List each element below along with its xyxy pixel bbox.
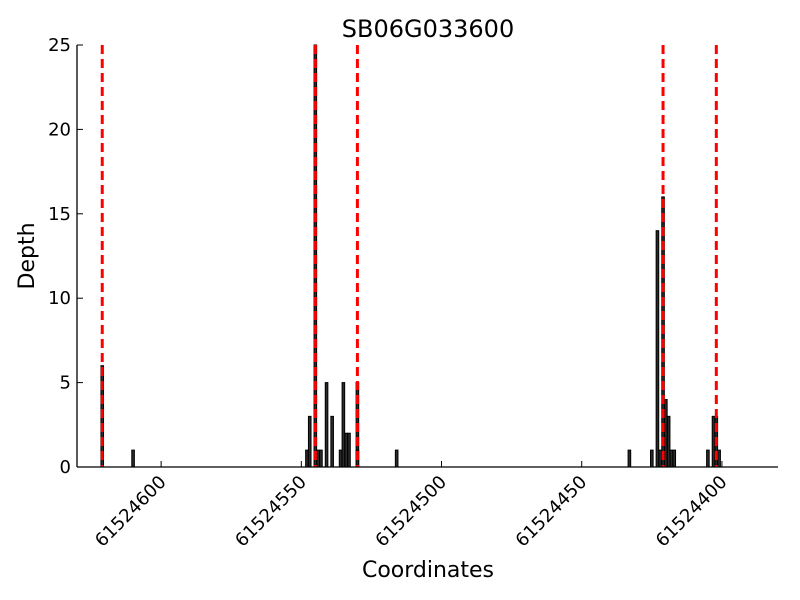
y-tick-label-2: 10 <box>48 288 71 309</box>
bar-18 <box>655 230 660 468</box>
bar-9 <box>338 449 343 468</box>
x-tick-label-0: 61524600 <box>91 472 171 552</box>
bar-15 <box>394 449 399 468</box>
bar-12 <box>347 432 351 468</box>
bar-4 <box>316 449 320 468</box>
plot-area: 0 5 10 15 20 25 61524600 61524550 61524500 615244… <box>48 35 778 552</box>
y-tick-label-4: 20 <box>48 119 71 140</box>
bar-19 <box>658 449 663 468</box>
x-tick-label-1: 61524550 <box>231 472 311 552</box>
y-tick-label-5: 25 <box>48 35 71 56</box>
x-tick-label-2: 61524500 <box>371 472 451 552</box>
bar-8 <box>330 415 334 468</box>
bar-1 <box>131 449 135 468</box>
bar-26 <box>711 415 716 468</box>
chart-title: SB06G033600 <box>342 15 514 43</box>
bar-17 <box>650 449 654 468</box>
bar-2 <box>305 449 309 468</box>
y-axis-label: Depth <box>15 222 40 289</box>
y-tick-label-0: 0 <box>60 457 71 478</box>
bar-22 <box>666 415 671 468</box>
y-tick-label-3: 15 <box>48 204 71 225</box>
bar-21 <box>664 398 668 468</box>
bar-16 <box>627 449 632 468</box>
bar-25 <box>706 449 710 468</box>
bar-6 <box>319 449 323 468</box>
bar-23 <box>669 449 674 468</box>
bar-11 <box>344 432 348 468</box>
bar-10 <box>341 382 346 468</box>
y-tick-label-1: 5 <box>60 373 71 394</box>
bar-28 <box>717 449 721 468</box>
bar-7 <box>324 382 329 468</box>
bar-24 <box>672 449 677 468</box>
x-axis-label: Coordinates <box>362 558 494 583</box>
bar-3 <box>307 415 312 468</box>
x-tick-label-3: 61524450 <box>512 472 592 552</box>
x-tick-label-4: 61524400 <box>652 472 732 552</box>
